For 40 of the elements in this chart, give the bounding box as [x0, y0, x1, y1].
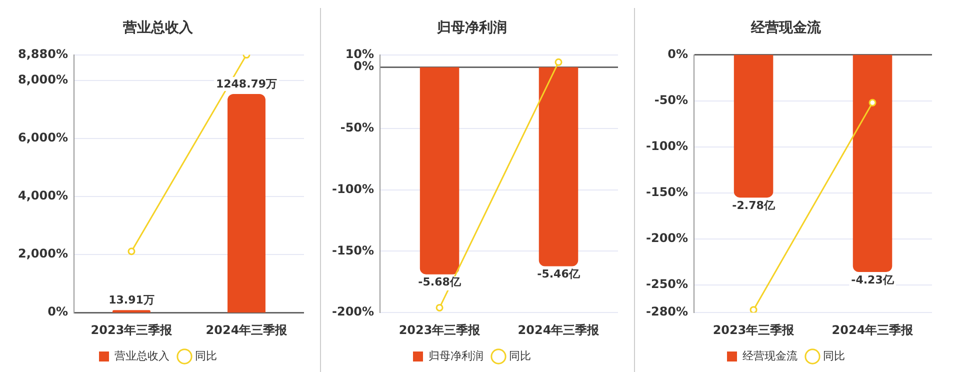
y-tick-label: -280% — [646, 304, 688, 319]
data-label: -5.68亿 — [418, 276, 462, 289]
legend-label: 归母净利润 — [428, 349, 484, 362]
data-label: 1248.79万 — [216, 77, 278, 90]
y-tick-label: -200% — [646, 231, 688, 246]
x-tick-label: 2024年三季报 — [206, 322, 288, 337]
legend-label: 同比 — [509, 349, 531, 362]
y-tick-label: 0% — [48, 304, 68, 319]
y-tick-label: -150% — [646, 185, 688, 200]
y-tick-label: -150% — [332, 243, 374, 258]
chart-title: 归母净利润 — [436, 19, 507, 36]
x-tick-label: 2023年三季报 — [90, 322, 174, 337]
y-tick-label: -50% — [340, 120, 374, 135]
y-tick-label: 8,880% — [18, 46, 68, 61]
y-tick-label: 8,000% — [18, 72, 68, 86]
data-label: 13.91万 — [108, 294, 154, 307]
y-tick-label: -250% — [646, 277, 688, 292]
legend-label: 营业总收入 — [114, 349, 170, 362]
x-tick-label: 2023年三季报 — [398, 322, 482, 337]
legend-label: 同比 — [195, 349, 217, 362]
chart-title: 经营现金流 — [750, 19, 822, 36]
y-tick-label: -100% — [332, 182, 374, 196]
y-tick-label: 0% — [668, 46, 688, 61]
x-tick-label: 2024年三季报 — [518, 322, 600, 337]
y-tick-label: 0% — [354, 59, 374, 74]
y-tick-label: 4,000% — [18, 188, 68, 203]
y-tick-label: -50% — [654, 92, 688, 107]
chart-title: 营业总收入 — [122, 20, 194, 36]
y-tick-label: -200% — [332, 304, 374, 319]
x-tick-label: 2023年三季报 — [712, 322, 796, 337]
x-tick-label: 2024年三季报 — [832, 322, 914, 337]
y-tick-label: -100% — [646, 138, 688, 153]
data-label: -5.46亿 — [537, 268, 581, 281]
legend-label: 同比 — [823, 349, 845, 362]
data-label: -4.23亿 — [851, 273, 895, 286]
y-tick-label: 6,000% — [18, 130, 68, 145]
y-tick-label: 10% — [345, 46, 374, 61]
y-tick-label: 2,000% — [18, 246, 68, 261]
legend-label: 经营现金流 — [742, 349, 798, 362]
data-label: -2.78亿 — [732, 198, 776, 212]
